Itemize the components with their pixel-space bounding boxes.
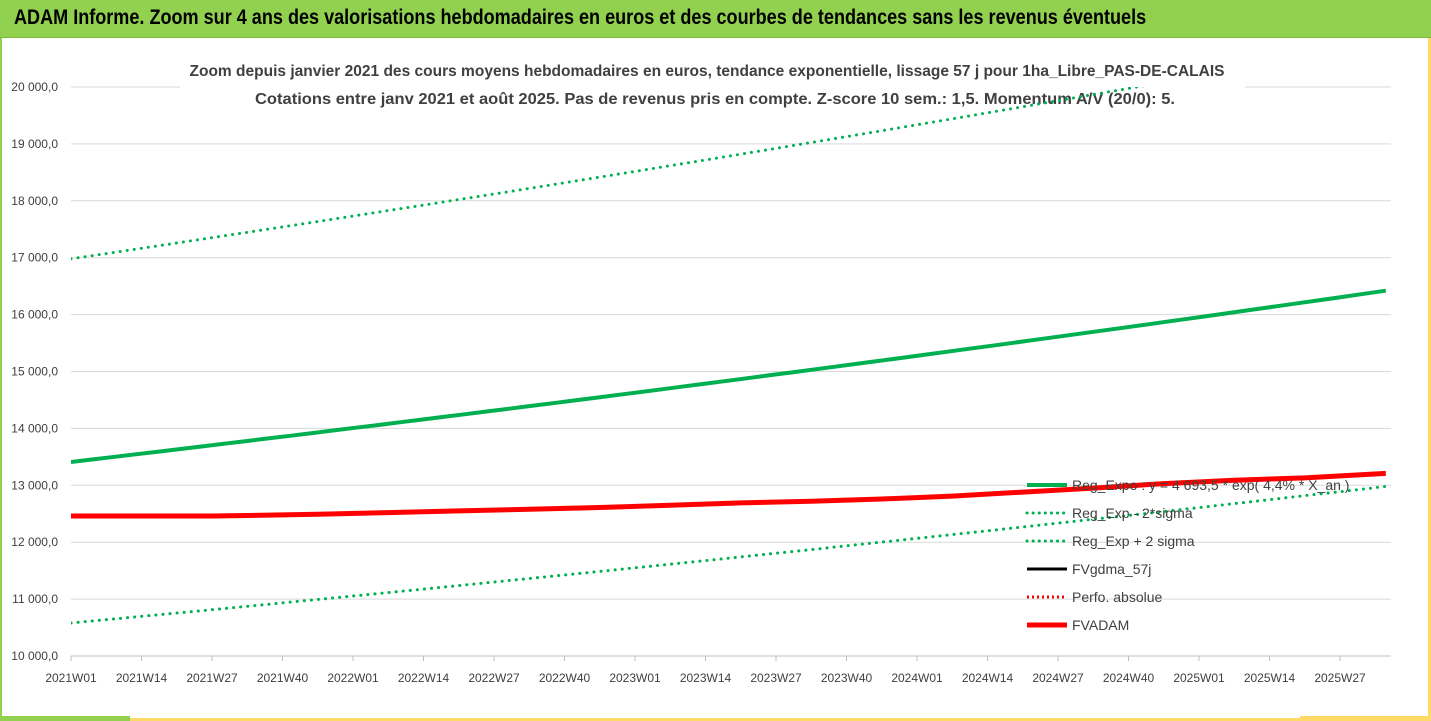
- frame-accent-green: [0, 716, 130, 721]
- y-tick-label: 20 000,0: [11, 80, 58, 94]
- x-tick-label: 2025W01: [1173, 671, 1225, 685]
- series-lines: [71, 87, 1388, 625]
- x-tick-label: 2023W01: [609, 671, 661, 685]
- y-tick-label: 16 000,0: [11, 308, 58, 322]
- grid-lines: [71, 86, 1391, 657]
- series-line-2: [71, 87, 1146, 261]
- legend-label: Reg_Exp + 2 sigma: [1072, 533, 1195, 549]
- legend-label: Perfo. absolue: [1072, 589, 1162, 605]
- series-line-0: [71, 288, 1387, 464]
- x-tick-label: 2021W14: [116, 671, 168, 685]
- y-tick-label: 10 000,0: [11, 649, 58, 663]
- x-tick-label: 2022W27: [468, 671, 520, 685]
- x-tick-label: 2023W27: [750, 671, 802, 685]
- banner-title: ADAM Informe. Zoom sur 4 ans des valoris…: [14, 6, 1147, 29]
- chart-title: Zoom depuis janvier 2021 des cours moyen…: [190, 63, 1225, 80]
- x-tick-label: 2022W40: [539, 671, 591, 685]
- x-tick-label: 2021W27: [186, 671, 238, 685]
- x-tick-label: 2022W01: [327, 671, 379, 685]
- y-tick-label: 15 000,0: [11, 365, 58, 379]
- legend-label: Reg_Expo : y = 4 693,5 * exp( 4,4% * X_a…: [1072, 477, 1349, 493]
- x-axis-ticks: 2021W01 2021W14 2021W27 2021W40 2022W01 2022W…: [45, 656, 1366, 685]
- y-tick-label: 17 000,0: [11, 251, 58, 265]
- x-tick-label: 2021W40: [257, 671, 309, 685]
- x-tick-label: 2023W40: [821, 671, 873, 685]
- series-line-5: [71, 470, 1386, 519]
- y-axis-ticks: 10 000,0 11 000,0 12 000,0 13 000,0 14 000,0…: [11, 80, 58, 663]
- y-tick-label: 14 000,0: [11, 421, 58, 435]
- x-tick-label: 2024W14: [962, 671, 1014, 685]
- x-tick-label: 2025W14: [1244, 671, 1296, 685]
- y-tick-label: 12 000,0: [11, 535, 58, 549]
- x-tick-label: 2023W14: [680, 671, 732, 685]
- y-tick-label: 18 000,0: [11, 194, 58, 208]
- x-tick-label: 2025W27: [1314, 671, 1366, 685]
- y-tick-label: 11 000,0: [12, 592, 58, 606]
- x-tick-label: 2024W27: [1032, 671, 1084, 685]
- x-tick-label: 2024W01: [891, 671, 943, 685]
- legend: Reg_Expo : y = 4 693,5 * exp( 4,4% * X_a…: [1025, 477, 1349, 633]
- x-tick-label: 2021W01: [45, 671, 97, 685]
- legend-label: Reg_Exp - 2*sigma: [1072, 505, 1193, 521]
- header-banner: ADAM Informe. Zoom sur 4 ans des valoris…: [0, 0, 1431, 38]
- legend-label: FVgdma_57j: [1072, 561, 1151, 577]
- x-tick-label: 2022W14: [398, 671, 450, 685]
- y-tick-label: 19 000,0: [11, 137, 58, 151]
- frame-accent-yellow: [1300, 716, 1431, 721]
- x-tick-label: 2024W40: [1103, 671, 1155, 685]
- chart-subtitle: Cotations entre janv 2021 et août 2025. …: [255, 91, 1175, 108]
- chart-frame: [0, 38, 1431, 721]
- series-line-1: [71, 484, 1388, 625]
- y-tick-label: 13 000,0: [11, 478, 58, 492]
- title-backdrop: [180, 48, 1245, 116]
- legend-label: FVADAM: [1072, 617, 1129, 633]
